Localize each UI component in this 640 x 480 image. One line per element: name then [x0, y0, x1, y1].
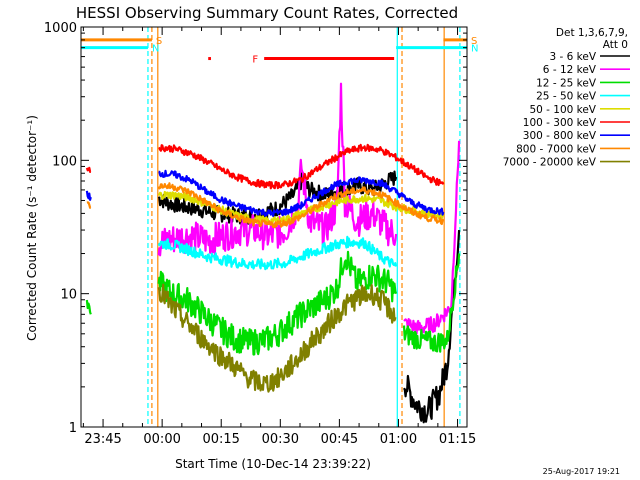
x-tick-label: 00:15	[202, 432, 239, 447]
series-line	[402, 253, 461, 353]
legend-label: 12 - 25 keV	[536, 77, 597, 89]
generated-date: 25-Aug-2017 19:21	[543, 467, 620, 476]
legend-label: 6 - 12 keV	[543, 64, 597, 76]
legend-label: 100 - 300 keV	[523, 117, 597, 129]
series-line	[403, 230, 461, 424]
series-line	[85, 166, 92, 173]
legend-label: 300 - 800 keV	[523, 130, 597, 142]
y-axis-label: Corrected Count Rate (s⁻¹ detector⁻¹)	[25, 115, 39, 341]
y-axis: 1 10 100 1000	[44, 21, 467, 436]
y-tick-label: 100	[52, 154, 77, 169]
x-tick-label: 01:00	[380, 432, 417, 447]
x-axis-label: Start Time (10-Dec-14 23:39:22)	[175, 457, 371, 471]
y-tick-label: 1000	[44, 21, 77, 36]
series-layer	[85, 82, 461, 424]
series-line	[157, 235, 398, 271]
legend-label: 3 - 6 keV	[549, 51, 596, 63]
legend-label: 50 - 100 keV	[529, 104, 596, 116]
series-line	[85, 299, 92, 315]
x-tick-label: 01:15	[439, 432, 476, 447]
legend-label: 7000 - 20000 keV	[503, 157, 597, 169]
y-tick-label: 1	[69, 421, 77, 436]
series-line	[85, 190, 92, 201]
flag-label: F	[252, 55, 258, 66]
legend-label: 800 - 7000 keV	[516, 143, 597, 155]
chart-title: HESSI Observing Summary Count Rates, Cor…	[76, 4, 458, 22]
legend-header: Det 1,3,6,7,9,	[556, 27, 628, 39]
series-line	[157, 82, 398, 257]
y-tick-label: 10	[60, 288, 77, 303]
x-tick-label: 00:30	[262, 432, 299, 447]
x-axis: 23:45 00:00 00:15 00:30 00:45 01:00 01:15	[82, 27, 476, 447]
x-tick-label: 00:00	[143, 432, 180, 447]
series-line	[157, 182, 445, 229]
series-line	[158, 169, 445, 217]
flag-label: S	[156, 36, 162, 47]
series-line	[86, 201, 92, 209]
marker-lines	[147, 27, 461, 427]
flag-label: N	[152, 44, 159, 55]
x-tick-label: 00:45	[321, 432, 358, 447]
series-line	[157, 250, 398, 356]
x-tick-label: 23:45	[84, 432, 121, 447]
plot-frame	[80, 26, 468, 428]
series-line	[158, 143, 445, 190]
legend-label: 25 - 50 keV	[536, 91, 597, 103]
series-line	[157, 283, 397, 393]
flag-label: N	[471, 44, 478, 55]
flag-label: S	[471, 36, 477, 47]
legend-header: Att 0	[603, 39, 628, 51]
